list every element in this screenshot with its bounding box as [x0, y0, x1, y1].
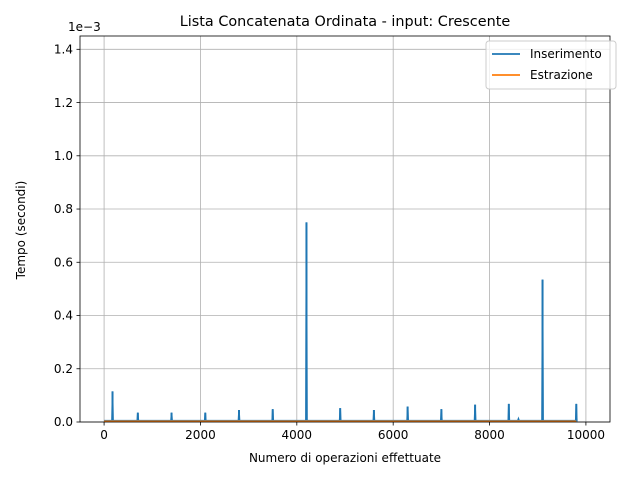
y-ticks: 0.0 0.2 0.4 0.6 0.8 1.0 1.2 1.4: [54, 43, 80, 429]
grid: [80, 36, 610, 423]
x-tick-label: 8000: [474, 428, 505, 442]
y-tick-label: 0.6: [54, 255, 73, 269]
x-tick-label: 10000: [567, 428, 605, 442]
y-scale-offset-label: 1e−3: [68, 20, 101, 34]
x-axis-label: Numero di operazioni effettuate: [249, 451, 441, 465]
y-axis-label: Tempo (secondi): [14, 181, 28, 281]
x-ticks: 0 2000 4000 6000 8000 10000: [100, 422, 605, 442]
legend-box: [485, 40, 617, 90]
y-tick-label: 0.2: [54, 362, 73, 376]
y-tick-label: 1.2: [54, 96, 73, 110]
x-tick-label: 4000: [282, 428, 313, 442]
y-tick-label: 0.4: [54, 309, 73, 323]
plot-frame: [79, 35, 611, 423]
y-tick-label: 1.0: [54, 149, 73, 163]
x-tick-label: 6000: [378, 428, 409, 442]
legend-label-estrazione: Estrazione: [530, 68, 593, 82]
y-tick-label: 0.0: [54, 415, 73, 429]
series-layer: [104, 222, 578, 422]
y-tick-label: 0.8: [54, 202, 73, 216]
chart-title: Lista Concatenata Ordinata - input: Cres…: [180, 14, 511, 30]
y-tick-label: 1.4: [54, 43, 73, 57]
legend-label-inserimento: Inserimento: [530, 47, 602, 61]
x-tick-label: 2000: [185, 428, 216, 442]
legend: Inserimento Estrazione: [485, 40, 617, 90]
x-tick-label: 0: [100, 428, 108, 442]
